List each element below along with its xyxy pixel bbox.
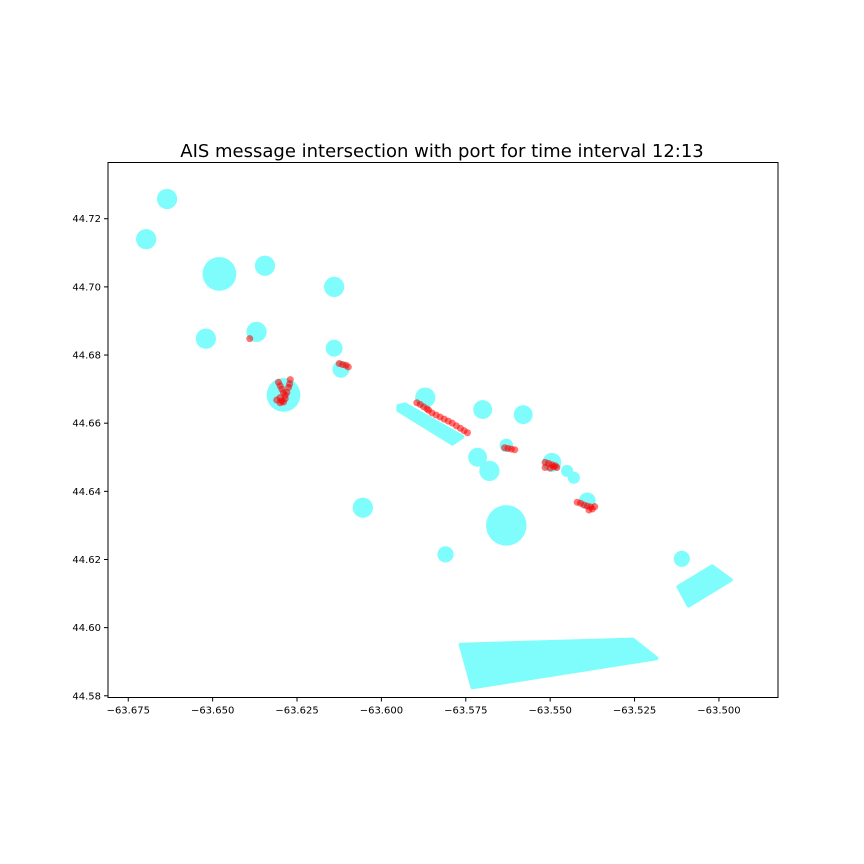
chart-title: AIS message intersection with port for t… xyxy=(180,141,704,162)
y-tick-label: 44.64 xyxy=(72,487,101,498)
y-tick-label: 44.60 xyxy=(72,623,101,634)
port-circle-12 xyxy=(513,405,533,425)
x-tick-label: −63.650 xyxy=(191,706,234,717)
port-circle-4 xyxy=(324,276,345,298)
y-tick-label: 44.58 xyxy=(72,691,101,702)
y-tick-label: 44.62 xyxy=(72,555,101,566)
port-circle-23 xyxy=(673,550,690,567)
x-tick-label: −63.550 xyxy=(528,706,571,717)
ais-point-46 xyxy=(553,463,561,471)
y-tick-label: 44.72 xyxy=(72,214,101,225)
y-tick-label: 44.68 xyxy=(72,351,101,362)
y-axis: 44.58 44.60 44.62 44.64 44.66 44.68 44.70 44.72 xyxy=(72,214,108,702)
x-axis: −63.675 −63.650 −63.625 −63.600 −63.575 −63.5… xyxy=(107,697,741,717)
port-circle-1 xyxy=(136,229,157,250)
y-tick-label: 44.70 xyxy=(72,282,101,293)
ais-point-13 xyxy=(286,376,294,384)
port-circle-22 xyxy=(437,546,454,563)
port-circle-20 xyxy=(352,497,373,518)
port-circle-14 xyxy=(468,447,488,467)
port-circle-21 xyxy=(486,505,527,546)
port-circle-11 xyxy=(473,400,493,420)
port-polygon-2 xyxy=(458,637,659,690)
ais-point-54 xyxy=(591,503,599,511)
ais-point-19 xyxy=(344,363,352,371)
x-tick-label: −63.575 xyxy=(444,706,487,717)
x-tick-label: −63.600 xyxy=(360,706,403,717)
port-circle-18 xyxy=(567,471,580,484)
port-circle-0 xyxy=(156,188,178,210)
ais-point-38 xyxy=(511,446,519,454)
port-polygon-0 xyxy=(396,402,465,446)
port-circle-5 xyxy=(195,328,217,349)
axes-frame xyxy=(107,162,779,698)
x-tick-label: −63.500 xyxy=(697,706,740,717)
port-circle-15 xyxy=(479,460,500,482)
port-circle-3 xyxy=(254,255,276,276)
ais-point-34 xyxy=(463,429,471,437)
port-polygon-1 xyxy=(676,564,733,608)
ais-point-15 xyxy=(280,398,288,406)
plot-area xyxy=(136,188,733,690)
ais-points-layer xyxy=(246,335,599,514)
x-tick-label: −63.525 xyxy=(613,706,656,717)
x-tick-label: −63.675 xyxy=(107,706,150,717)
y-tick-label: 44.66 xyxy=(72,419,101,430)
port-polygons-layer xyxy=(136,188,733,690)
port-circle-2 xyxy=(202,257,237,291)
ais-point-0 xyxy=(246,335,254,343)
port-circle-7 xyxy=(325,339,343,357)
x-tick-label: −63.625 xyxy=(275,706,318,717)
